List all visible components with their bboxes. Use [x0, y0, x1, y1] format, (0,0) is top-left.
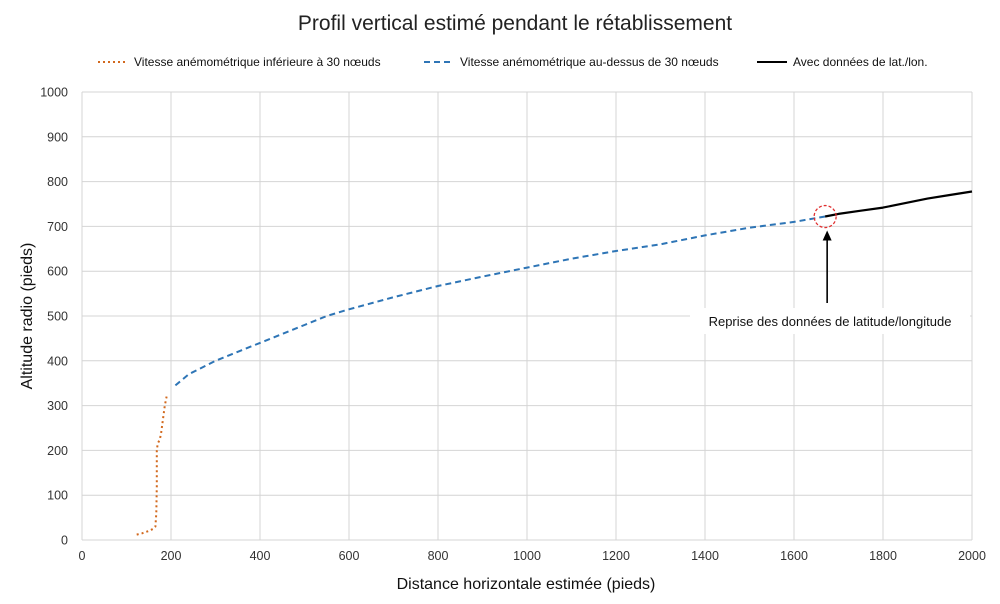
x-tick-label: 0 — [79, 549, 86, 563]
y-tick-label: 900 — [47, 130, 68, 144]
y-tick-label: 1000 — [40, 86, 68, 100]
legend-label-1: Vitesse anémométrique inférieure à 30 nœ… — [134, 55, 381, 69]
x-tick-label: 200 — [161, 549, 182, 563]
x-tick-label: 2000 — [958, 549, 986, 563]
y-tick-label: 300 — [47, 399, 68, 413]
annotation-circle-marker — [813, 204, 837, 229]
x-axis-title: Distance horizontale estimée (pieds) — [397, 576, 656, 593]
x-tick-label: 1400 — [691, 549, 719, 563]
annotation-arrow-head — [822, 230, 832, 241]
x-tick-label: 1000 — [513, 549, 541, 563]
y-tick-label: 100 — [47, 489, 68, 503]
y-tick-label: 200 — [47, 444, 68, 458]
x-tick-label: 800 — [428, 549, 449, 563]
x-axis-ticks: 0 200 400 600 800 1000 1200 1400 1600 1800 2000 — [79, 549, 986, 563]
series-layer — [136, 190, 973, 536]
y-tick-label: 0 — [61, 534, 68, 548]
series-line-3 — [824, 190, 973, 218]
annotation-group: Reprise des données de latitude/longitud… — [690, 204, 970, 334]
chart-title: Profil vertical estimé pendant le rétabl… — [298, 12, 732, 35]
y-axis-title: Altitude radio (pieds) — [19, 243, 36, 390]
y-tick-label: 600 — [47, 265, 68, 279]
legend-label-3: Avec données de lat./lon. — [793, 55, 928, 69]
annotation-label: Reprise des données de latitude/longitud… — [709, 314, 952, 329]
x-tick-label: 1200 — [602, 549, 630, 563]
x-tick-label: 1600 — [780, 549, 808, 563]
legend-label-2: Vitesse anémométrique au-dessus de 30 nœ… — [460, 55, 719, 69]
y-tick-label: 500 — [47, 310, 68, 324]
legend: Vitesse anémométrique inférieure à 30 nœ… — [98, 55, 928, 69]
x-tick-label: 600 — [339, 549, 360, 563]
series-line-1 — [136, 396, 168, 536]
y-axis-ticks: 0 100 200 300 400 500 600 700 800 900 1000 — [40, 86, 68, 548]
y-tick-label: 700 — [47, 220, 68, 234]
annotation-label-background — [690, 308, 970, 334]
y-tick-label: 800 — [47, 175, 68, 189]
y-tick-label: 400 — [47, 354, 68, 368]
x-tick-label: 1800 — [869, 549, 897, 563]
x-tick-label: 400 — [250, 549, 271, 563]
series-line-2 — [174, 215, 826, 387]
